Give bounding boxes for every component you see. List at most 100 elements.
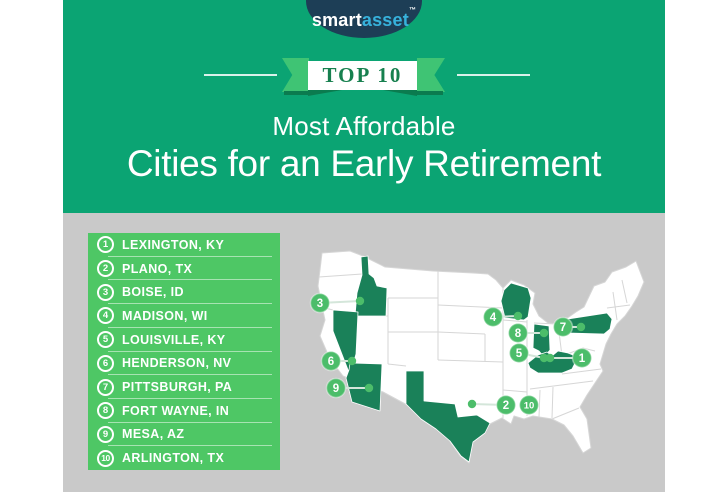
marker-dot-8 xyxy=(539,328,549,338)
state-border-line xyxy=(437,359,504,363)
rank-number-badge: 3 xyxy=(97,283,114,301)
state-border-line xyxy=(529,380,594,390)
list-divider xyxy=(108,421,272,423)
map-marker-number: 4 xyxy=(490,312,497,324)
list-divider xyxy=(108,255,272,257)
marker-dot-2 xyxy=(467,399,477,409)
rank-number-badge: 5 xyxy=(97,331,114,349)
smartasset-logo-text: smartasset™ xyxy=(312,7,416,38)
map-marker-number: 10 xyxy=(524,400,535,411)
list-divider xyxy=(108,445,272,447)
state-border-line xyxy=(502,319,528,323)
trademark-symbol: ™ xyxy=(408,7,417,14)
map-marker-7 xyxy=(552,316,574,338)
rank-list-item: 5 LOUISVILLE, KY xyxy=(88,328,280,352)
rank-number-badge: 1 xyxy=(97,236,114,254)
state-border-line xyxy=(606,304,631,309)
ribbon-right-line xyxy=(457,74,530,76)
ribbon-arm-right xyxy=(417,58,445,92)
map-marker-number: 6 xyxy=(328,356,334,368)
rank-city-label: MESA, AZ xyxy=(122,427,185,442)
state-border-line xyxy=(538,389,541,418)
map-marker-8 xyxy=(507,322,529,344)
top10-label: TOP 10 xyxy=(322,63,403,87)
map-marker-4 xyxy=(482,306,504,328)
content-panel: smartasset™ TOP 10 Most Affordable Citie… xyxy=(63,0,665,492)
ribbon-left-line xyxy=(204,74,277,76)
state-border-line xyxy=(561,368,602,375)
map-section: 1 LEXINGTON, KY 2 PLANO, TX 3 BOISE, ID 4 MADIS… xyxy=(63,213,665,492)
marker-dot-6 xyxy=(347,356,357,366)
list-divider xyxy=(108,279,272,281)
map-marker-2 xyxy=(495,394,517,416)
marker-dot-4 xyxy=(513,311,523,321)
rank-city-label: FORT WAYNE, IN xyxy=(122,403,230,418)
marker-dot-5 xyxy=(539,353,549,363)
rank-list-item: 4 MADISON, WI xyxy=(88,304,280,328)
ribbon-shadow-right xyxy=(383,90,417,96)
marker-dot-3 xyxy=(355,296,365,306)
rank-city-label: MADISON, WI xyxy=(122,308,208,323)
rank-list-item: 9 MESA, AZ xyxy=(88,423,280,447)
map-marker-6 xyxy=(320,350,342,372)
state-wisconsin xyxy=(500,282,532,321)
rank-city-label: HENDERSON, NV xyxy=(122,356,232,371)
top10-ribbon: TOP 10 xyxy=(308,61,417,90)
map-marker-number: 8 xyxy=(515,328,522,340)
rank-number-badge: 2 xyxy=(97,260,114,278)
rank-city-label: PITTSBURGH, PA xyxy=(122,380,233,395)
rank-city-label: ARLINGTON, TX xyxy=(122,451,225,466)
list-divider xyxy=(108,374,272,376)
ribbon-shadow-left xyxy=(308,90,342,96)
logo-word-asset: asset xyxy=(361,10,409,30)
subtitle: Most Affordable xyxy=(272,111,456,141)
rank-number-badge: 9 xyxy=(97,425,114,443)
map-marker-number: 2 xyxy=(503,400,509,412)
rank-city-label: BOISE, ID xyxy=(122,285,184,300)
list-divider xyxy=(108,326,272,328)
rank-number-badge: 4 xyxy=(97,307,114,325)
state-border-line xyxy=(318,273,363,278)
list-divider xyxy=(108,397,272,399)
marker-dot-9 xyxy=(364,383,374,393)
state-border-line xyxy=(387,363,407,367)
ranking-list: 1 LEXINGTON, KY 2 PLANO, TX 3 BOISE, ID 4 MADIS… xyxy=(88,233,280,470)
logo-word-smart: smart xyxy=(311,10,362,30)
state-border-line xyxy=(533,322,558,325)
marker-dot-1 xyxy=(545,353,555,363)
ribbon-arm-left xyxy=(282,58,309,92)
state-border-line xyxy=(551,407,580,420)
page-title: Cities for an Early Retirement xyxy=(126,143,602,184)
map-marker-5 xyxy=(508,342,530,364)
state-border-line xyxy=(502,389,528,393)
rank-list-item: 2 PLANO, TX xyxy=(88,257,280,281)
map-marker-number: 5 xyxy=(516,348,523,360)
rank-list-item: 8 FORT WAYNE, IN xyxy=(88,399,280,423)
rank-number-badge: 10 xyxy=(97,449,114,467)
list-divider xyxy=(108,350,272,352)
state-border-line xyxy=(621,279,628,304)
marker-dot-7 xyxy=(576,322,586,332)
map-marker-number: 3 xyxy=(317,298,323,310)
state-border-line xyxy=(437,331,486,335)
rank-list-item: 3 BOISE, ID xyxy=(88,280,280,305)
rank-list-item: 6 HENDERSON, NV xyxy=(88,352,280,376)
map-marker-number: 1 xyxy=(579,353,586,365)
ribbon-fold-left xyxy=(284,91,309,95)
map-marker-1 xyxy=(571,347,593,369)
list-divider xyxy=(108,303,272,305)
state-border-line xyxy=(612,291,618,321)
header-banner: smartasset™ TOP 10 Most Affordable Citie… xyxy=(63,0,665,213)
map-marker-3 xyxy=(309,292,331,314)
state-border-line xyxy=(551,386,554,419)
map-marker-9 xyxy=(325,377,347,399)
rank-city-label: LEXINGTON, KY xyxy=(122,237,225,252)
rank-list-item: 1 LEXINGTON, KY xyxy=(88,233,280,257)
rank-number-badge: 7 xyxy=(97,378,114,396)
rank-list-item: 10 ARLINGTON, TX xyxy=(88,446,280,470)
rank-city-label: PLANO, TX xyxy=(122,261,193,276)
state-border-line xyxy=(437,304,504,309)
rank-number-badge: 8 xyxy=(97,402,114,420)
